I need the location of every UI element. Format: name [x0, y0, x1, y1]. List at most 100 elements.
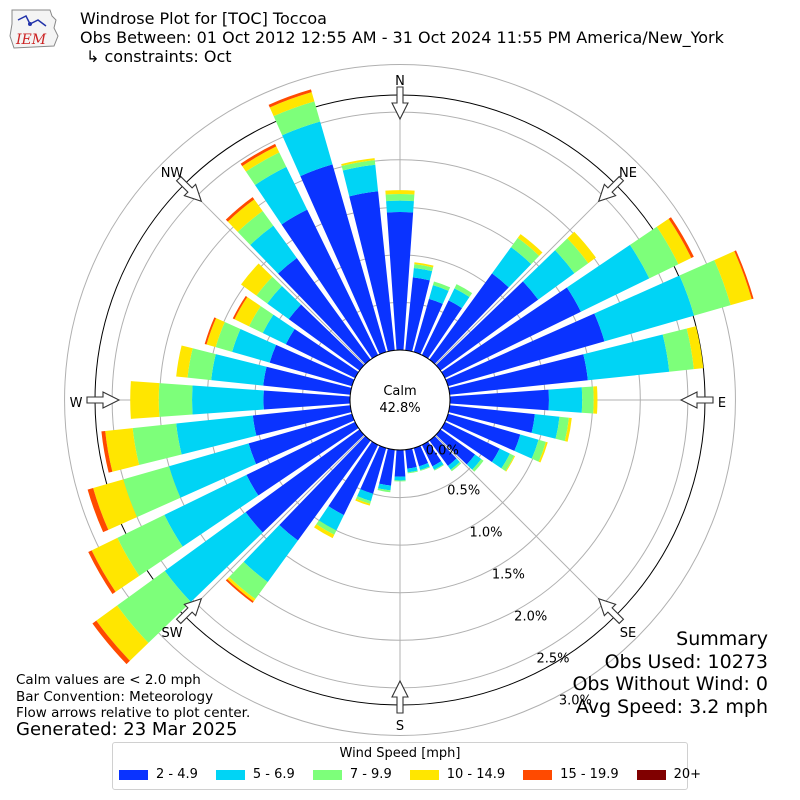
wind-bar-segment [241, 263, 273, 296]
wind-bar-segment [435, 281, 539, 371]
wind-bar-segment [567, 231, 596, 264]
wind-bar-segment [564, 417, 572, 442]
wind-bar-segment [262, 314, 295, 345]
wind-bar-segment [412, 267, 433, 281]
wind-bar-segment [548, 387, 583, 413]
wind-bar-segment [360, 445, 387, 494]
wind-bar-segment [449, 389, 549, 411]
wind-bar-segment [405, 448, 417, 469]
wind-bar-segment [445, 313, 605, 387]
wind-bar-segment [342, 164, 379, 197]
wind-bar-segment [341, 158, 375, 166]
legend-label: 10 - 14.9 [446, 767, 506, 782]
radial-tick-label: 1.5% [492, 568, 525, 583]
grid-spoke [183, 183, 401, 401]
wind-bar-segment [511, 237, 540, 265]
flow-arrow-icon [679, 391, 714, 409]
summary-heading: Summary [676, 628, 768, 650]
calm-circle [349, 349, 451, 451]
legend-label: 15 - 19.9 [560, 767, 619, 782]
wind-bar-segment [581, 386, 594, 414]
wind-bar-segment [93, 479, 138, 530]
wind-bar-segment [227, 199, 263, 232]
flow-arrow-icon [391, 86, 409, 121]
wind-bar-segment [279, 435, 371, 541]
wind-bar-segment [505, 455, 516, 472]
wind-bar-segment [379, 448, 395, 486]
wind-bar-segment [268, 89, 312, 108]
direction-label-se: SE [620, 626, 636, 641]
legend-label: 5 - 6.9 [252, 767, 295, 782]
radial-tick-label: 1.0% [470, 526, 503, 541]
wind-bar-segment [281, 209, 379, 359]
wind-bar-segment [434, 464, 444, 471]
wind-bar-segment [288, 304, 365, 371]
legend-swatch [636, 769, 666, 780]
wind-bar-segment [405, 277, 430, 352]
wind-bar-segment [555, 238, 589, 274]
wind-bar-segment [192, 385, 264, 415]
wind-bar-segment [269, 92, 315, 117]
wind-bar-segment [206, 318, 225, 348]
convention-note: Bar Convention: Meteorology [16, 688, 214, 705]
wind-bar-segment [356, 496, 372, 504]
generated-date: Generated: 23 Mar 2025 [16, 719, 238, 740]
flow-arrow-icon [597, 597, 625, 625]
iem-logo: IEM [9, 9, 59, 49]
wind-bar-segment [414, 262, 434, 268]
wind-bar-segment [164, 512, 263, 602]
wind-bar-segment [314, 524, 335, 539]
wind-bar-segment [385, 190, 415, 195]
wind-bar-segment [316, 520, 337, 535]
wind-bar-segment [714, 251, 752, 306]
wind-bar-segment [105, 428, 140, 472]
radial-tick-label: 2.5% [537, 652, 570, 667]
grid-spoke [399, 183, 617, 401]
obs-used: Obs Used: 10273 [604, 650, 768, 673]
wind-bar-segment [349, 191, 395, 352]
calm-note: Calm values are < 2.0 mph [16, 672, 201, 688]
wind-bar-segment [377, 488, 391, 493]
wind-bar-segment [429, 273, 509, 365]
wind-bar-segment [282, 121, 333, 177]
flow-arrow-icon [175, 175, 203, 203]
legend-label: 20+ [673, 767, 702, 782]
wind-bar-segment [249, 306, 274, 334]
flow-arrow-icon [86, 391, 121, 409]
flow-arrow-icon [597, 175, 625, 203]
wind-bar-segment [225, 197, 255, 222]
wind-bar-segment [237, 210, 274, 245]
direction-label-s: S [396, 719, 404, 734]
bars [87, 89, 754, 665]
wind-bar-segment [123, 466, 181, 518]
direction-label-n: N [395, 74, 405, 89]
legend-label: 7 - 9.9 [349, 767, 392, 782]
legend-item: 7 - 9.9 [312, 767, 392, 782]
wind-bar-segment [229, 561, 268, 600]
wind-bar-segment [522, 250, 575, 300]
wind-bar-segment [594, 275, 695, 342]
wind-bar-segment [187, 348, 216, 381]
direction-label-nw: NW [161, 166, 184, 181]
wind-bar-segment [164, 474, 259, 547]
wind-bar-segment [450, 461, 462, 472]
wind-bar-segment [656, 218, 692, 265]
radial-tick-label: 0.0% [426, 443, 459, 458]
legend-label: 2 - 4.9 [156, 767, 198, 782]
legend-item: 2 - 4.9 [119, 767, 198, 782]
wind-bar-segment [225, 579, 254, 603]
legend-title: Wind Speed [mph] [339, 746, 461, 761]
wind-bar-segment [679, 260, 731, 316]
direction-label-sw: SW [161, 626, 182, 641]
wind-bar-segment [448, 354, 588, 395]
radial-tick-label: 3.0% [559, 694, 592, 709]
wind-bar-segment [246, 421, 359, 496]
wind-bar-segment [394, 449, 406, 477]
legend-swatch [119, 769, 148, 780]
wind-bar-segment [204, 317, 217, 345]
wind-bar-segment [211, 354, 267, 386]
wind-bar-segment [117, 570, 191, 643]
wind-bar-segment [132, 423, 182, 466]
wind-bar-segment [242, 146, 280, 172]
grid-circle [64, 64, 736, 736]
